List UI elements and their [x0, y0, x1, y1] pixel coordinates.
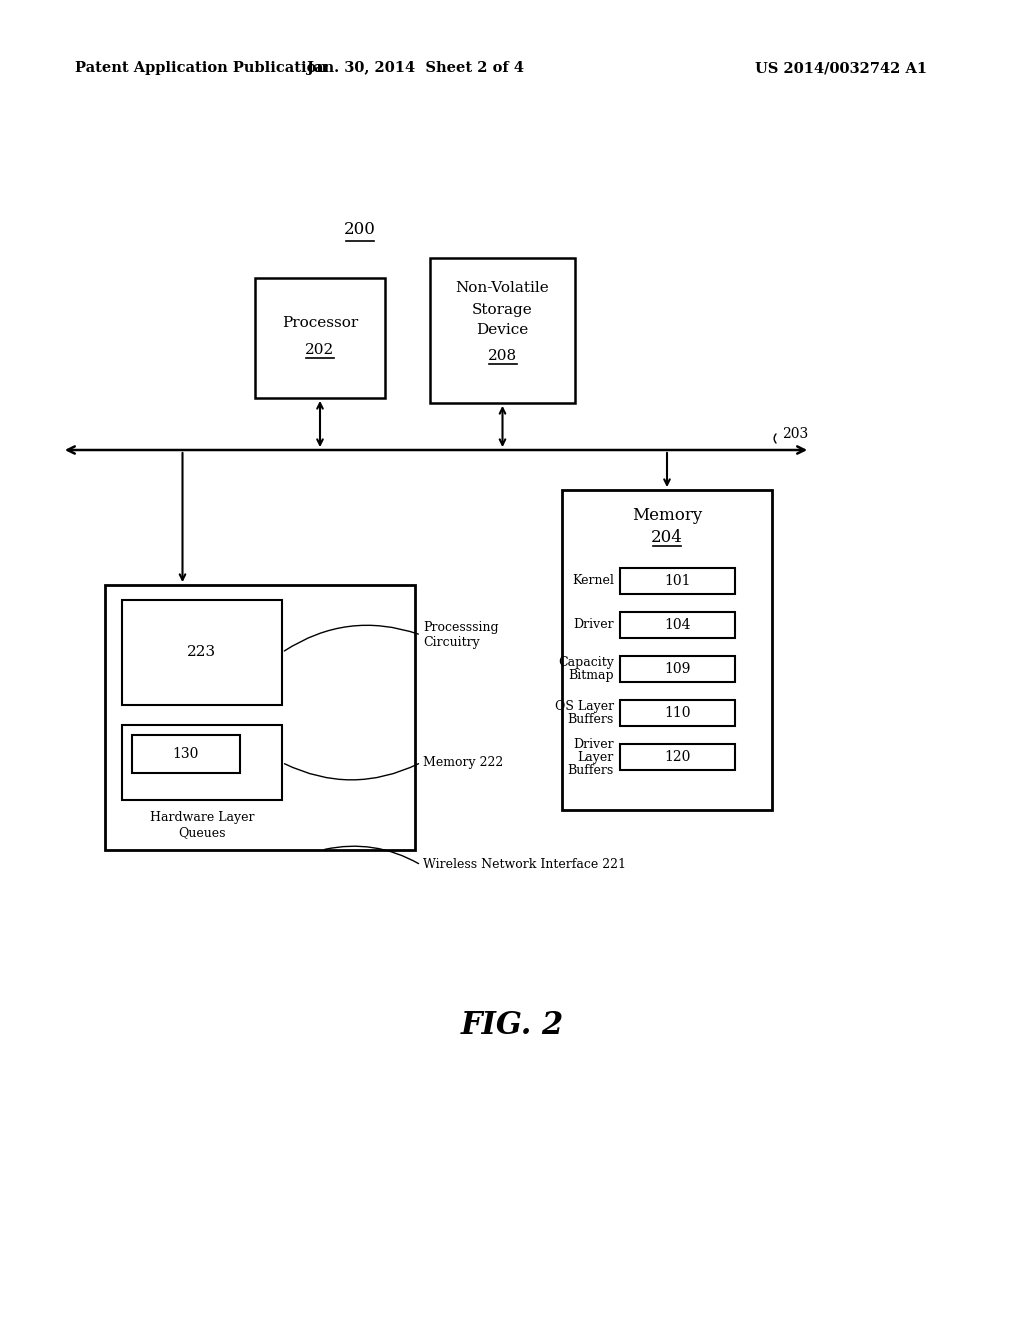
Text: 223: 223: [187, 645, 216, 660]
Text: OS Layer: OS Layer: [555, 700, 614, 713]
Text: Memory: Memory: [632, 507, 702, 524]
Bar: [430, 257, 575, 403]
Text: Bitmap: Bitmap: [568, 669, 614, 682]
Text: Storage: Storage: [472, 304, 532, 317]
Bar: [132, 735, 240, 774]
Text: 204: 204: [651, 529, 683, 546]
Text: 120: 120: [665, 750, 690, 764]
Text: Device: Device: [476, 323, 528, 337]
Text: Driver: Driver: [573, 738, 614, 751]
Text: 110: 110: [665, 706, 691, 719]
Text: Layer: Layer: [578, 751, 614, 763]
Bar: [620, 612, 735, 638]
Text: 101: 101: [665, 574, 691, 587]
Text: Capacity: Capacity: [558, 656, 614, 669]
Text: Processsing
Circuitry: Processsing Circuitry: [423, 620, 499, 649]
Text: Buffers: Buffers: [567, 763, 614, 776]
Bar: [255, 279, 385, 399]
Text: Jan. 30, 2014  Sheet 2 of 4: Jan. 30, 2014 Sheet 2 of 4: [306, 61, 523, 75]
Text: 202: 202: [305, 343, 335, 356]
Text: Driver: Driver: [573, 619, 614, 631]
Text: 203: 203: [782, 426, 808, 441]
Bar: [562, 490, 772, 810]
Bar: [620, 744, 735, 770]
Text: 208: 208: [488, 348, 517, 363]
Text: Wireless Network Interface 221: Wireless Network Interface 221: [423, 858, 626, 871]
Text: Non-Volatile: Non-Volatile: [456, 281, 549, 294]
Text: 200: 200: [344, 222, 376, 239]
Bar: [620, 700, 735, 726]
Bar: [620, 656, 735, 682]
Text: Hardware Layer
Queues: Hardware Layer Queues: [150, 810, 254, 840]
Text: Processor: Processor: [282, 315, 358, 330]
Text: Memory 222: Memory 222: [423, 756, 503, 770]
Bar: [620, 568, 735, 594]
Bar: [122, 601, 282, 705]
Bar: [105, 585, 415, 850]
Text: 104: 104: [665, 618, 691, 632]
Text: Patent Application Publication: Patent Application Publication: [75, 61, 327, 75]
Text: US 2014/0032742 A1: US 2014/0032742 A1: [755, 61, 927, 75]
Text: FIG. 2: FIG. 2: [461, 1010, 563, 1040]
Text: 130: 130: [173, 747, 200, 762]
Text: Buffers: Buffers: [567, 713, 614, 726]
Text: Kernel: Kernel: [572, 574, 614, 587]
Bar: [122, 725, 282, 800]
Text: 109: 109: [665, 663, 690, 676]
